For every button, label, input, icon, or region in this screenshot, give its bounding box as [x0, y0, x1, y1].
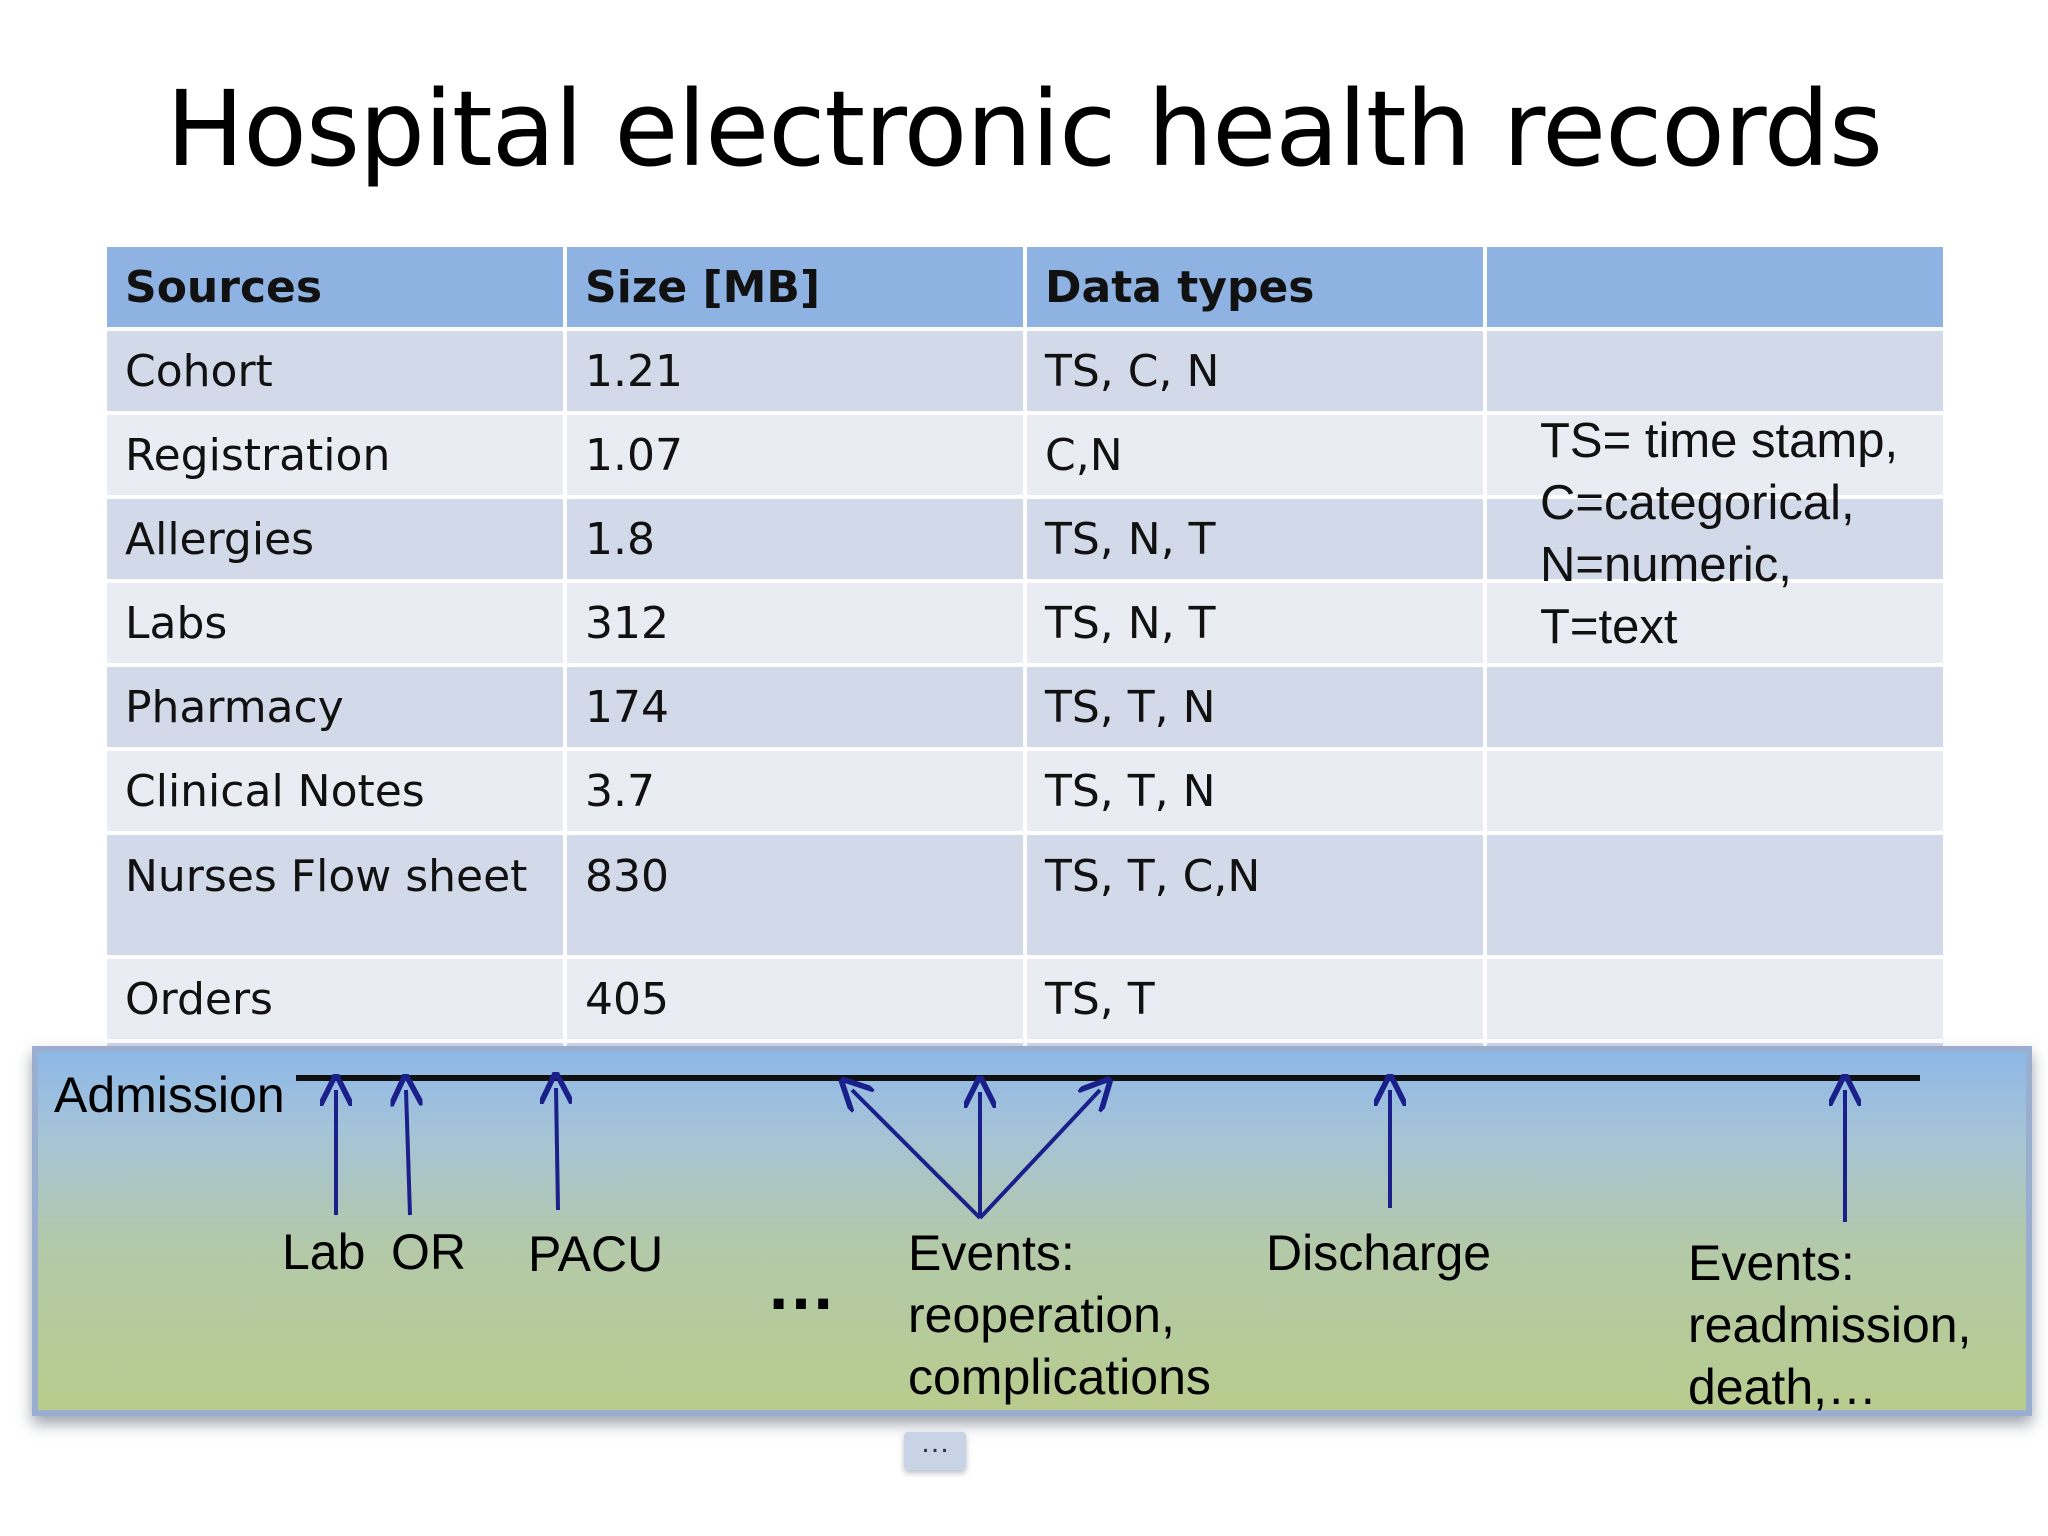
table-row: Nurses Flow sheet 830 TS, T, C,N [103, 831, 1947, 959]
cell-types: TS, T, C,N [1023, 831, 1487, 959]
legend-line: T=text [1540, 600, 1678, 654]
label-or: OR [391, 1224, 466, 1280]
table-header-row: Sources Size [MB] Data types [103, 243, 1947, 331]
cell-types: TS, T, N [1023, 663, 1487, 751]
slide-title: Hospital electronic health records [165, 68, 1883, 190]
cell-legend [1483, 831, 1947, 959]
cell-source: Cohort [103, 327, 567, 415]
cell-types: TS, N, T [1023, 579, 1487, 667]
label-discharge: Discharge [1266, 1225, 1492, 1281]
label-pacu: PACU [528, 1226, 664, 1282]
cell-legend [1483, 663, 1947, 751]
cell-size: 1.8 [563, 495, 1027, 583]
cell-size: 312 [563, 579, 1027, 667]
cell-legend [1483, 747, 1947, 835]
cell-legend [1483, 495, 1947, 583]
table-row: Clinical Notes 3.7 TS, T, N [103, 747, 1947, 835]
cell-source: Nurses Flow sheet [103, 831, 567, 959]
sources-table: Sources Size [MB] Data types Cohort 1.21… [103, 243, 1947, 1087]
table-row: Allergies 1.8 TS, N, T [103, 495, 1947, 583]
cell-source: Labs [103, 579, 567, 667]
label-ellipsis: … [766, 1246, 844, 1324]
arrow-events-right [978, 1090, 1100, 1220]
cell-size: 3.7 [563, 747, 1027, 835]
header-data-types: Data types [1023, 243, 1487, 331]
data-type-legend: TS= time stamp, C=categorical, N=numeric… [1540, 410, 1960, 658]
cell-legend [1483, 327, 1947, 415]
legend-line: C=categorical, [1540, 476, 1855, 530]
cell-legend [1483, 579, 1947, 667]
cell-source: Pharmacy [103, 663, 567, 751]
arrow-events-left [852, 1090, 982, 1220]
cell-types: TS, C, N [1023, 327, 1487, 415]
cell-size: 830 [563, 831, 1027, 959]
table-row: Registration 1.07 C,N [103, 411, 1947, 499]
table-row: Pharmacy 174 TS, T, N [103, 663, 1947, 751]
table-row: Cohort 1.21 TS, C, N [103, 327, 1947, 415]
cell-size: 174 [563, 663, 1027, 751]
cell-source: Clinical Notes [103, 747, 567, 835]
cell-source: Orders [103, 955, 567, 1043]
cell-source: Allergies [103, 495, 567, 583]
header-size: Size [MB] [563, 243, 1027, 331]
cell-legend [1483, 411, 1947, 499]
label-lab: Lab [282, 1224, 366, 1280]
cell-types: TS, N, T [1023, 495, 1487, 583]
cell-types: C,N [1023, 411, 1487, 499]
label-events-post: Events: readmission, death,… [1688, 1235, 1972, 1415]
table-row: Orders 405 TS, T [103, 955, 1947, 1043]
cell-legend [1483, 955, 1947, 1043]
label-admission: Admission [54, 1067, 285, 1123]
label-events-surgery: Events: reoperation, complications [908, 1225, 1211, 1405]
cell-types: TS, T, N [1023, 747, 1487, 835]
arrow-pacu [556, 1088, 558, 1211]
cell-source: Registration [103, 411, 567, 499]
bottom-ellipsis-tab: … [904, 1428, 966, 1470]
cell-size: 1.07 [563, 411, 1027, 499]
legend-line: N=numeric, [1540, 538, 1792, 592]
arrow-or [406, 1090, 410, 1216]
cell-types: TS, T [1023, 955, 1487, 1043]
header-sources: Sources [103, 243, 567, 331]
cell-size: 1.21 [563, 327, 1027, 415]
cell-size: 405 [563, 955, 1027, 1043]
header-blank [1483, 243, 1947, 331]
legend-line: TS= time stamp, [1540, 414, 1899, 468]
table-row: Labs 312 TS, N, T [103, 579, 1947, 667]
timeline-panel [32, 1046, 2032, 1416]
